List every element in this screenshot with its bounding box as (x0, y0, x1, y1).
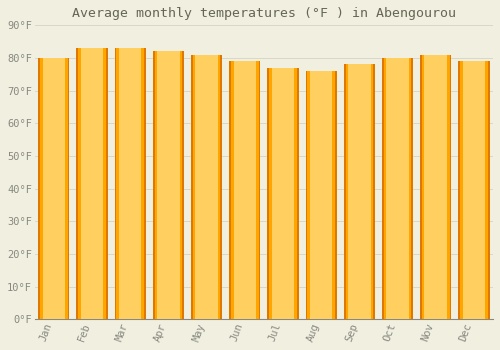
Bar (422, 55, 450, 319)
Bar (114, 48, 146, 319)
Bar (80, 48, 104, 319)
Bar (193, 55, 220, 319)
Bar (346, 64, 373, 319)
Bar (308, 71, 335, 319)
Title: Average monthly temperatures (°F ) in Abengourou: Average monthly temperatures (°F ) in Ab… (72, 7, 456, 20)
Bar (272, 68, 294, 319)
Bar (268, 68, 298, 319)
Bar (420, 55, 452, 319)
Bar (42, 58, 65, 319)
Bar (229, 61, 260, 319)
Bar (78, 48, 106, 319)
Bar (154, 51, 182, 319)
Bar (40, 58, 68, 319)
Bar (234, 61, 256, 319)
Bar (152, 51, 184, 319)
Bar (76, 48, 108, 319)
Bar (348, 64, 370, 319)
Bar (460, 61, 487, 319)
Bar (306, 71, 337, 319)
Bar (386, 58, 409, 319)
Bar (116, 48, 144, 319)
Bar (269, 68, 297, 319)
Bar (191, 55, 222, 319)
Bar (382, 58, 413, 319)
Bar (384, 58, 411, 319)
Bar (38, 58, 70, 319)
Bar (458, 61, 490, 319)
Bar (310, 71, 332, 319)
Bar (119, 48, 142, 319)
Bar (344, 64, 375, 319)
Bar (231, 61, 258, 319)
Bar (196, 55, 218, 319)
Bar (157, 51, 180, 319)
Bar (424, 55, 447, 319)
Bar (462, 61, 485, 319)
